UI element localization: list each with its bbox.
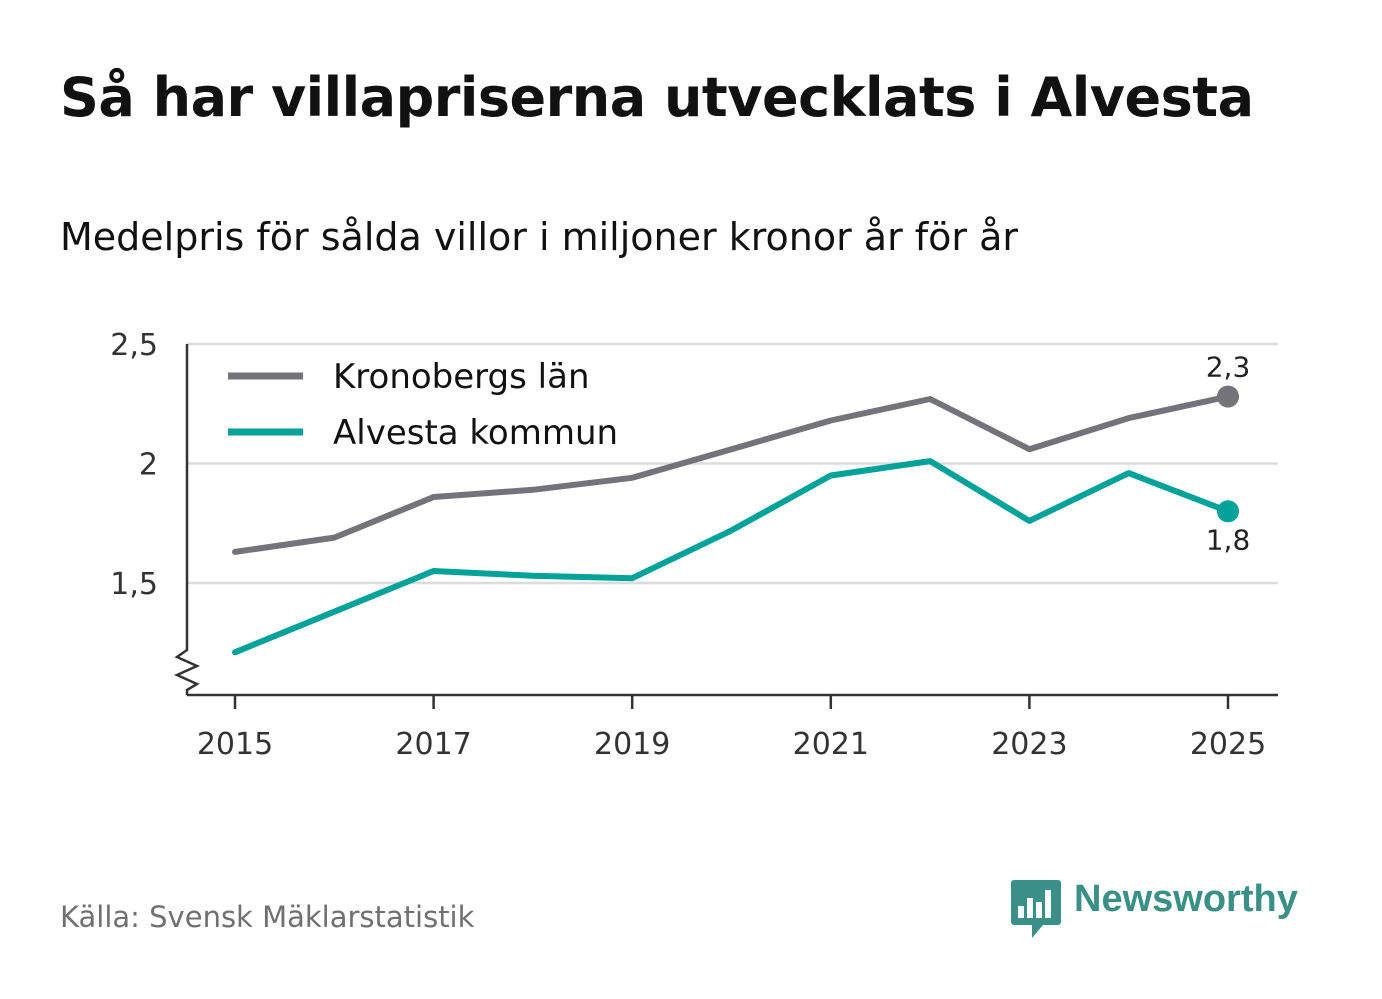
end-labels: 2,3 1,8 [1206, 351, 1251, 557]
legend-background [212, 346, 644, 462]
x-tick-label: 2017 [395, 727, 471, 762]
series-end-point-1 [1217, 500, 1239, 523]
series-line-1 [232, 458, 1231, 656]
x-tick-label: 2025 [1190, 727, 1266, 762]
series-end-point-0 [1217, 385, 1239, 408]
legend-label: Alvesta kommun [333, 413, 618, 453]
x-tick-label: 2019 [594, 727, 670, 762]
brand-name: Newsworthy [1074, 878, 1298, 920]
y-axis-break [173, 344, 201, 695]
legend: Kronobergs län Alvesta kommun [212, 346, 644, 462]
y-tick-label: 1,5 [110, 567, 158, 602]
series-line-0 [232, 393, 1231, 555]
x-tick-label: 2023 [991, 727, 1067, 762]
axes: 1,5 2 2,5 2015 2017 2019 2021 2023 2025 [110, 328, 1278, 762]
y-tick-label: 2,5 [110, 328, 158, 363]
brand-logo: Newsworthy [1010, 878, 1298, 940]
chart-subtitle: Medelpris för sålda villor i miljoner kr… [60, 215, 1019, 259]
end-value-label: 2,3 [1206, 351, 1251, 384]
x-tick-label: 2021 [793, 727, 869, 762]
source-note: Källa: Svensk Mäklarstatistik [60, 900, 475, 934]
bar-chart-speech-bubble-icon [1011, 880, 1061, 938]
x-tick-label: 2015 [197, 727, 273, 762]
series-lines [232, 385, 1239, 656]
chart-title: Så har villapriserna utvecklats i Alvest… [60, 66, 1254, 129]
grid-lines [187, 342, 1278, 585]
legend-label: Kronobergs län [333, 357, 590, 397]
y-tick-label: 2 [139, 448, 158, 483]
end-value-label: 1,8 [1206, 523, 1251, 556]
